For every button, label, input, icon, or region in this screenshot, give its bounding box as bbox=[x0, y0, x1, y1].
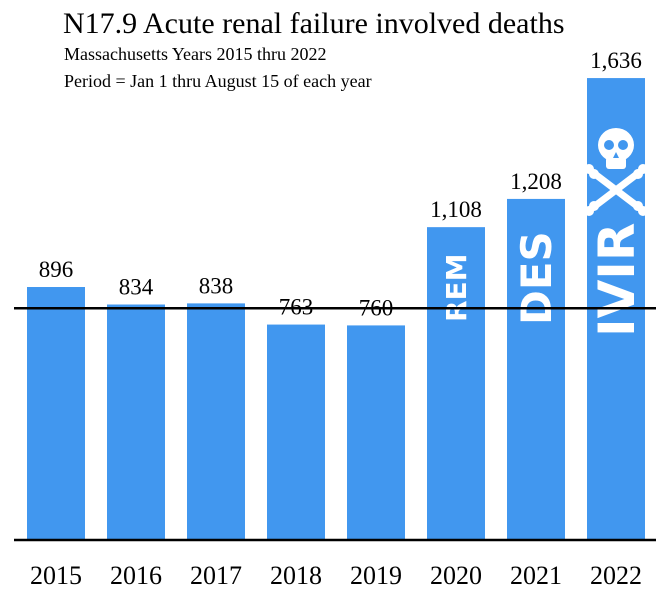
value-label-2021: 1,208 bbox=[510, 169, 562, 194]
x-tick-2018: 2018 bbox=[270, 561, 322, 589]
value-label-2015: 896 bbox=[39, 257, 74, 282]
bar-2016 bbox=[107, 304, 165, 540]
bar-word-2020: REM bbox=[440, 253, 473, 322]
skull-and-crossbones-icon bbox=[584, 128, 648, 216]
chart-title: N17.9 Acute renal failure involved death… bbox=[63, 7, 565, 40]
value-label-2017: 838 bbox=[199, 273, 234, 298]
x-tick-2019: 2019 bbox=[350, 561, 402, 589]
bar-2021 bbox=[507, 198, 565, 540]
bar-word-2021: DES bbox=[512, 231, 561, 325]
bar-word-2022: IVIR bbox=[588, 223, 646, 337]
bar-2017 bbox=[187, 303, 245, 540]
bar-2020 bbox=[427, 227, 485, 540]
value-label-2022: 1,636 bbox=[590, 48, 642, 73]
bar-2015 bbox=[27, 287, 85, 540]
bar-2019 bbox=[347, 325, 405, 540]
bars-group: 896201583420168382017763201876020191,108… bbox=[27, 48, 648, 589]
chart-subtitle-1: Massachusetts Years 2015 thru 2022 bbox=[64, 44, 327, 64]
x-tick-2022: 2022 bbox=[590, 561, 642, 589]
x-tick-2017: 2017 bbox=[190, 561, 242, 589]
value-label-2016: 834 bbox=[119, 275, 154, 300]
value-label-2020: 1,108 bbox=[430, 197, 482, 222]
bar-2018 bbox=[267, 324, 325, 540]
x-tick-2020: 2020 bbox=[430, 561, 482, 589]
x-tick-2015: 2015 bbox=[30, 561, 82, 589]
x-tick-2016: 2016 bbox=[110, 561, 162, 589]
chart-subtitle-2: Period = Jan 1 thru August 15 of each ye… bbox=[64, 71, 372, 91]
x-tick-2021: 2021 bbox=[510, 561, 562, 589]
